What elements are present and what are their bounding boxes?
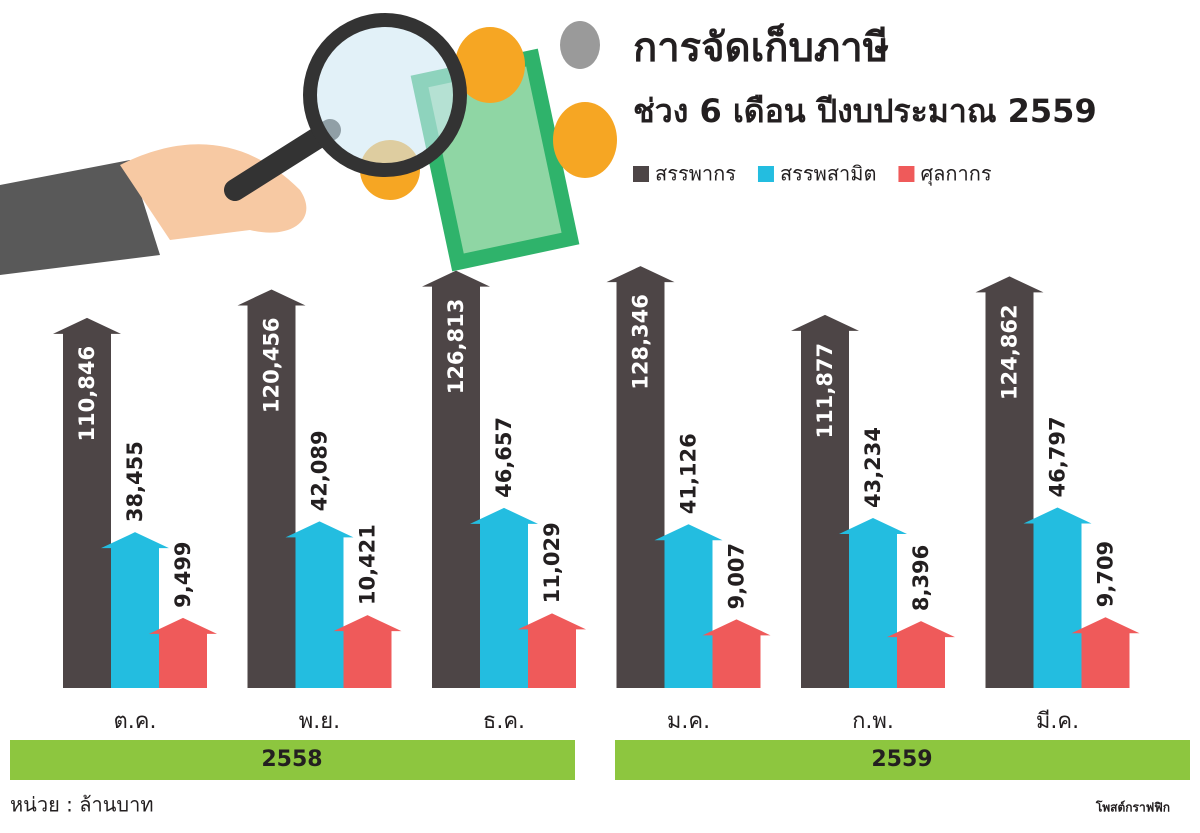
value-label: 10,421 — [356, 524, 380, 605]
value-label: 42,089 — [308, 430, 332, 511]
legend-swatch — [633, 166, 649, 182]
value-label: 43,234 — [861, 427, 885, 508]
legend-label: ศุลกากร — [920, 162, 991, 187]
unit-note: หน่วย : ล้านบาท — [10, 793, 154, 817]
x-tick-label: มี.ค. — [1036, 709, 1079, 734]
arrow-bar — [518, 613, 586, 688]
arrow-bar — [839, 518, 907, 688]
legend-swatch — [757, 166, 774, 182]
value-label: 128,346 — [629, 294, 653, 390]
value-label: 46,797 — [1046, 416, 1070, 497]
x-tick-label: ม.ค. — [667, 709, 710, 734]
year-label: 2558 — [261, 747, 322, 772]
value-label: 9,007 — [725, 543, 749, 609]
value-label: 110,846 — [75, 346, 99, 442]
source: โพสต์กราฟฟิก — [1095, 800, 1170, 815]
arrow-bar — [702, 619, 771, 688]
value-label: 124,862 — [998, 304, 1022, 400]
x-tick-label: ก.พ. — [852, 709, 894, 734]
value-label: 120,456 — [260, 317, 284, 413]
value-label: 111,877 — [813, 343, 837, 439]
arrow-bar — [422, 270, 490, 688]
value-label: 41,126 — [677, 433, 701, 514]
chart-title: การจัดเก็บภาษี — [633, 22, 889, 71]
arrow-bar — [285, 521, 354, 688]
chart-subtitle: ช่วง 6 เดือน ปีงบประมาณ 2559 — [633, 92, 1097, 130]
arrow-bar — [606, 266, 675, 688]
arrow-bar — [333, 615, 402, 688]
arrow-bar — [53, 317, 121, 688]
year-band — [615, 740, 1190, 780]
x-tick-label: ธ.ค. — [483, 709, 525, 734]
arrow-bar — [654, 524, 723, 688]
legend-label: สรรพากร — [655, 162, 736, 186]
arrow-bar — [237, 289, 306, 688]
arrow-bar — [101, 532, 169, 688]
value-label: 46,657 — [492, 417, 516, 498]
value-label: 8,396 — [909, 545, 933, 611]
arrow-bar — [887, 621, 955, 688]
value-label: 38,455 — [123, 441, 147, 522]
year-label: 2559 — [871, 747, 932, 772]
arrow-bar — [975, 276, 1044, 688]
arrow-bar — [791, 314, 859, 688]
value-label: 9,499 — [171, 541, 195, 607]
x-tick-label: ต.ค. — [114, 709, 157, 734]
legend-swatch — [898, 166, 915, 182]
arrow-bar — [1023, 507, 1092, 688]
value-label: 9,709 — [1094, 541, 1118, 607]
x-tick-label: พ.ย. — [299, 709, 340, 734]
legend-label: สรรพสามิต — [780, 162, 876, 186]
illustration — [0, 13, 617, 275]
arrow-bar — [149, 617, 217, 688]
arrow-bar — [470, 507, 538, 688]
year-band — [10, 740, 575, 780]
arrow-bar — [1071, 617, 1140, 688]
value-label: 126,813 — [444, 299, 468, 395]
value-label: 11,029 — [540, 522, 564, 603]
